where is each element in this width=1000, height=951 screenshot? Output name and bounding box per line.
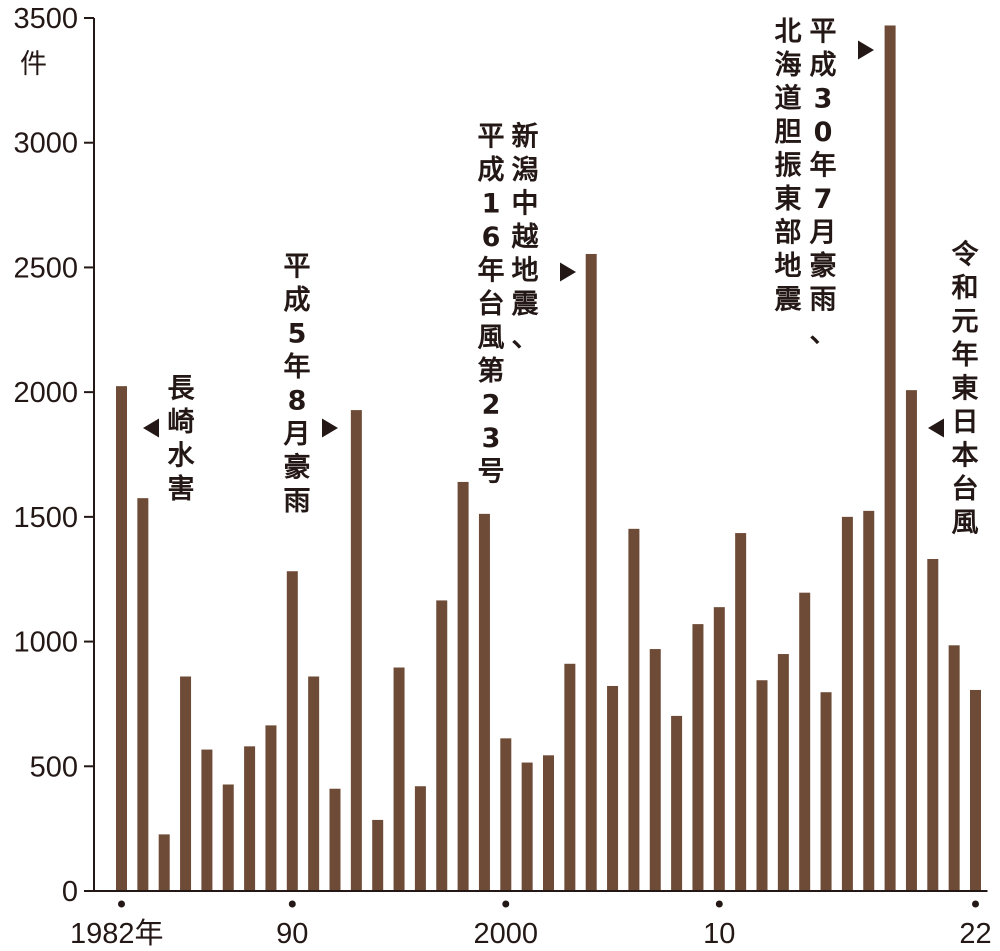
annotation-text: 北海道胆振東部地震 (775, 17, 803, 316)
x-tick-label: 90 (276, 918, 308, 950)
x-tick-dot (715, 900, 723, 908)
y-tick-label: 2500 (13, 252, 78, 284)
bar-2015 (820, 692, 832, 891)
bar-1989 (265, 725, 277, 891)
bar-2010 (713, 607, 725, 891)
bar-1997 (436, 600, 448, 891)
annotation-text: 新潟中越地震、 (512, 121, 540, 354)
bar-1988 (244, 746, 256, 891)
x-tick-label: 10 (703, 918, 735, 950)
bar-1982 (116, 386, 127, 891)
bar-1990 (286, 571, 298, 891)
bar-1996 (414, 786, 426, 891)
bar-2005 (607, 685, 619, 891)
y-unit-label: 件 (20, 49, 47, 79)
x-tick-dot (288, 900, 296, 908)
bar-2011 (735, 533, 747, 891)
bar-2017 (863, 510, 875, 891)
y-tick-label: 3500 (13, 3, 78, 35)
bar-1991 (308, 676, 320, 891)
bar-1992 (329, 788, 341, 891)
bar-1985 (180, 676, 192, 891)
bar-2009 (692, 624, 704, 891)
bar-1983 (137, 498, 149, 891)
bar-1995 (393, 667, 405, 891)
annotation-1983: 長崎水害 (143, 374, 196, 506)
bar-2021 (948, 645, 960, 891)
bar-2002 (543, 755, 554, 891)
y-axis: 0 500 1000 1500 2000 2500 3000 3500 件 (13, 3, 95, 908)
x-tick-dot (972, 900, 979, 908)
x-tick-label: 22 (959, 918, 991, 950)
annotation-text: 平成 3 0 年 7 月豪雨、 (809, 17, 837, 350)
annotation-text: 令和元年東日本台風 (952, 239, 980, 539)
bar-1987 (222, 784, 234, 891)
y-tick-label: 2000 (13, 377, 78, 409)
y-tick-label: 1500 (13, 502, 78, 534)
x-tick-dot (118, 900, 125, 908)
bar-2004 (585, 253, 597, 892)
bar-2018 (884, 25, 896, 892)
bar-1986 (201, 749, 213, 891)
bar-2014 (799, 592, 811, 891)
bar-1998 (457, 481, 469, 891)
bar-2000 (500, 738, 512, 891)
annotation-1993: 平成 5 年 8 月豪雨 (283, 252, 338, 518)
x-tick-dot (502, 900, 510, 908)
x-tick-label: 1982年 (70, 917, 164, 950)
arrow-icon (322, 418, 338, 438)
arrow-icon (928, 418, 944, 438)
bar-1993 (350, 410, 362, 891)
annotation-text: 平成 1 6 年台風第 2 3 号 (478, 122, 505, 488)
bar-2013 (777, 654, 789, 891)
bar-2022 (970, 689, 981, 891)
bar-1999 (478, 513, 490, 891)
bar-2006 (628, 528, 640, 891)
annotation-text: 長崎水害 (168, 374, 196, 506)
bar-2019 (905, 390, 917, 891)
bar-1994 (372, 819, 384, 891)
y-tick-label: 3000 (13, 128, 78, 160)
bar-2008 (671, 715, 683, 891)
bar-1984 (158, 834, 170, 891)
arrow-icon (560, 262, 576, 282)
y-tick-label: 0 (62, 876, 78, 908)
bar-2007 (649, 649, 661, 891)
arrow-icon (858, 40, 874, 60)
bar-2003 (564, 663, 576, 891)
annotation-2019: 令和元年東日本台風 (928, 239, 980, 539)
y-tick-label: 500 (30, 751, 78, 783)
annotation-text: 平成 5 年 8 月豪雨 (283, 252, 311, 518)
y-tick-label: 1000 (13, 627, 78, 659)
x-axis: 1982年 90 2000 10 22 (70, 890, 992, 950)
bars (116, 25, 981, 892)
bar-2001 (521, 762, 533, 891)
bar-2020 (927, 559, 939, 891)
arrow-icon (143, 418, 159, 438)
x-tick-label: 2000 (474, 918, 539, 950)
bar-2012 (756, 680, 768, 891)
bar-2016 (841, 516, 853, 891)
